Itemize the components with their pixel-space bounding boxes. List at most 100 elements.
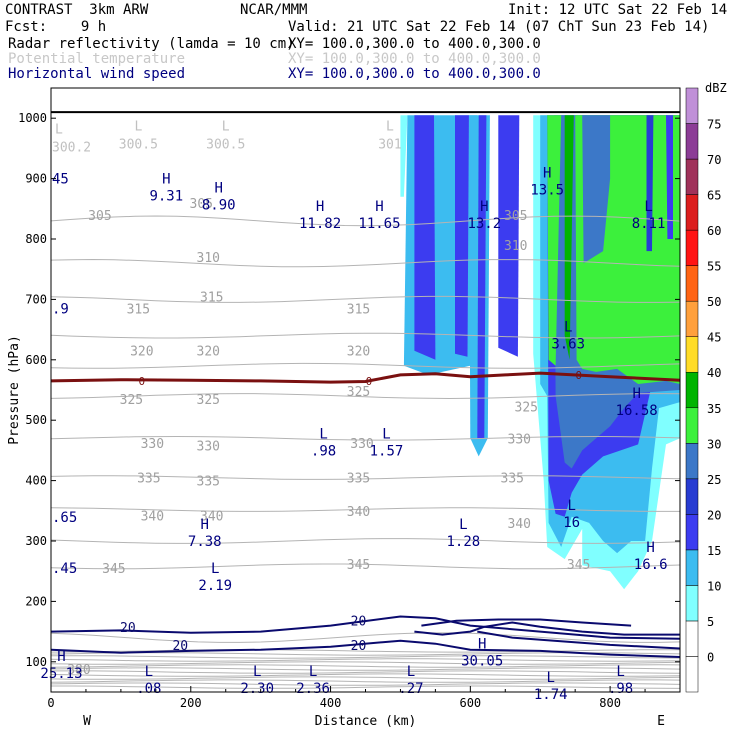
east-label: E — [657, 714, 665, 729]
theta-stratosphere-contour — [50, 664, 681, 668]
extremum-value: .27 — [398, 681, 423, 697]
theta-label: 305 — [88, 209, 111, 224]
theta-contour — [50, 632, 681, 643]
echo-blue-narrow — [666, 115, 673, 239]
colorbar-label: 65 — [707, 189, 721, 203]
colorbar-label: 15 — [707, 544, 721, 558]
x-tick-label: 400 — [320, 696, 342, 710]
extremum-marker: H — [375, 199, 383, 215]
theta-contour — [50, 538, 681, 544]
theta-stratosphere-contour — [50, 673, 681, 677]
extremum-marker: H — [316, 199, 324, 215]
theta-label: 330 — [197, 440, 220, 455]
colorbar-swatch — [685, 585, 699, 622]
init-time: Init: 12 UTC Sat 22 Feb 14 — [508, 2, 728, 18]
theta-stratosphere-contour — [51, 685, 681, 689]
surface-theta-marker: L — [386, 119, 394, 134]
model-title: CONTRAST 3km ARW — [5, 2, 149, 18]
extremum-marker: L — [382, 426, 390, 442]
theta-label: 380 — [67, 663, 90, 678]
extremum-marker: L — [407, 664, 415, 680]
extremum-value: 16 — [563, 515, 580, 531]
extremum-marker: L — [145, 664, 153, 680]
theta-stratosphere-contour — [51, 655, 681, 659]
extremum-value: .08 — [136, 681, 161, 697]
edge-value: 45 — [52, 172, 69, 188]
extremum-value: 13.5 — [530, 183, 564, 199]
extremum-value: 2.19 — [198, 578, 232, 594]
edge-value: .65 — [52, 510, 77, 526]
theta-label: 310 — [504, 239, 527, 254]
wind-contour — [414, 621, 680, 636]
theta-stratosphere-contour — [50, 679, 681, 683]
theta-label: 320 — [197, 345, 220, 360]
extremum-marker: L — [253, 664, 261, 680]
colorbar-swatch — [685, 549, 699, 586]
surface-theta-marker: L — [222, 119, 230, 134]
colorbar-label: 55 — [707, 260, 721, 274]
theta-label: 345 — [102, 562, 125, 577]
y-axis-title: Pressure (hPa) — [7, 335, 22, 445]
theta-label: 340 — [200, 510, 223, 525]
colorbar-swatch — [685, 87, 699, 124]
theta-stratosphere-contour — [50, 682, 681, 686]
x-tick-label: 600 — [459, 696, 481, 710]
colorbar-swatch — [685, 371, 699, 409]
extremum-value: 2.36 — [296, 681, 330, 697]
theta-contour — [50, 332, 681, 339]
field-reflectivity-xy: XY= 100.0,300.0 to 400.0,300.0 — [288, 36, 541, 52]
colorbar: 0 5 10 15 20 25 30 35 40 45 50 55 60 65 70 75 dBZ — [685, 81, 727, 693]
colorbar-label: 20 — [707, 508, 721, 522]
extremum-value: 11.82 — [299, 216, 341, 232]
theta-label: 320 — [347, 345, 370, 360]
theta-label: 330 — [508, 432, 531, 447]
theta-label: 335 — [347, 472, 370, 487]
theta-label: 335 — [137, 472, 160, 487]
extremum-value: 7.38 — [188, 534, 222, 550]
extremum-marker: H — [543, 166, 551, 182]
theta-label: 305 — [504, 209, 527, 224]
x-tick-label: 0 — [47, 696, 54, 710]
theta-stratosphere-contour — [50, 667, 681, 671]
extremum-marker: H — [57, 649, 65, 665]
theta-contour — [50, 258, 681, 268]
zero-degree-line — [50, 371, 681, 384]
forecast-hour: Fcst: 9 h — [5, 19, 107, 35]
extremum-marker: H — [632, 386, 640, 402]
field-theta-xy: XY= 100.0,300.0 to 400.0,300.0 — [288, 51, 541, 67]
surface-theta-value: 300.5 — [119, 137, 158, 152]
echo-cell-cyan — [400, 115, 408, 197]
y-tick-label: 400 — [25, 474, 47, 488]
y-tick-label: 700 — [25, 292, 47, 306]
wind-label: 20 — [351, 639, 367, 654]
theta-contour — [50, 563, 681, 570]
wind-label: 20 — [120, 621, 136, 636]
theta-contour — [50, 507, 680, 512]
freezing-line — [50, 371, 681, 384]
x-tick-label: 200 — [180, 696, 202, 710]
extremum-value: 30.05 — [461, 654, 503, 670]
colorbar-label: 35 — [707, 402, 721, 416]
x-tick-label: 800 — [599, 696, 621, 710]
extremum-marker: L — [319, 426, 327, 442]
theta-label: 340 — [141, 510, 164, 525]
colorbar-swatch — [685, 443, 699, 480]
extremum-value: 1.57 — [370, 443, 404, 459]
theta-label: 305 — [190, 197, 213, 212]
colorbar-label: 30 — [707, 437, 721, 451]
theta-stratosphere-contour — [50, 649, 681, 653]
colorbar-swatch — [685, 336, 699, 373]
extremum-marker: L — [211, 561, 219, 577]
theta-contour — [50, 435, 681, 441]
theta-label: 330 — [141, 437, 164, 452]
colorbar-label: 40 — [707, 366, 721, 380]
theta-label: 345 — [567, 558, 590, 573]
theta-label: 310 — [197, 251, 220, 266]
y-tick-label: 600 — [25, 353, 47, 367]
y-tick-label: 100 — [25, 655, 47, 669]
surface-theta-value: 300.2 — [52, 140, 91, 155]
theta-label: 340 — [508, 517, 531, 532]
contour-labels: 320 320 320 315 315 315 310 310 305 305 305 325 325 3… — [40, 111, 680, 703]
wind-contour — [477, 630, 681, 650]
